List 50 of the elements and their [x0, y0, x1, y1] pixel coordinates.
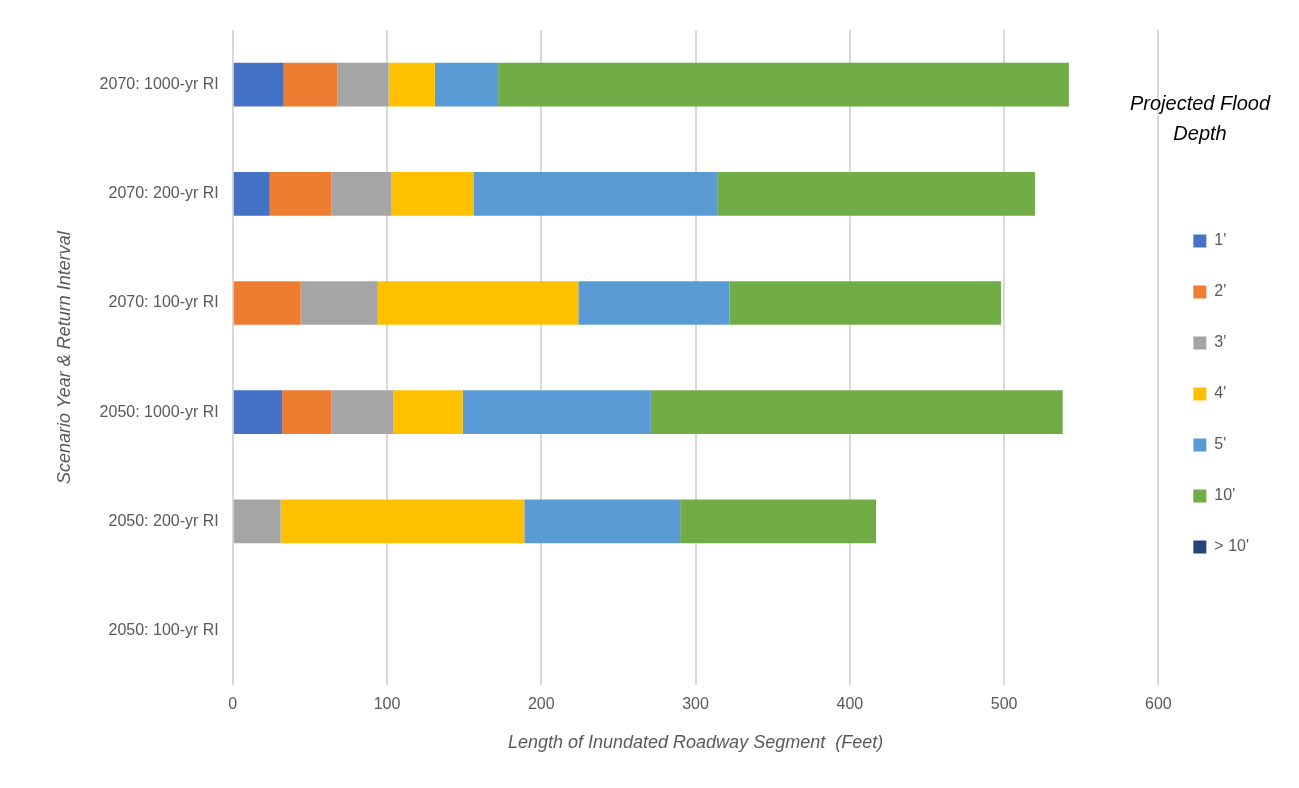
bar	[388, 62, 435, 107]
x-tick-label: 500	[990, 695, 1018, 713]
y-tick-label: 2050: 100-yr RI	[108, 621, 219, 639]
legend-label: 10'	[1214, 486, 1236, 504]
x-tick-label: 200	[527, 695, 555, 713]
bar	[233, 390, 283, 435]
y-tick-label: 2070: 1000-yr RI	[99, 75, 219, 93]
x-tick-label: 400	[836, 695, 864, 713]
x-tick-label: 0	[228, 695, 238, 713]
x-tick-label: 100	[373, 695, 401, 713]
bar	[280, 499, 525, 544]
bar	[473, 171, 718, 216]
bar	[283, 62, 338, 107]
bar	[233, 499, 281, 544]
y-tick-label: 2050: 1000-yr RI	[99, 402, 219, 420]
bar	[498, 62, 1069, 107]
bar	[729, 281, 1002, 325]
legend-label: 2'	[1214, 282, 1227, 300]
bar	[331, 390, 394, 435]
bar	[717, 171, 1035, 216]
legend-label: 1'	[1214, 231, 1227, 249]
bar	[524, 499, 681, 544]
bar	[331, 171, 392, 216]
bar	[578, 281, 730, 325]
bar	[337, 62, 389, 107]
y-tick-label: 2070: 100-yr RI	[108, 293, 219, 311]
legend-label: 3'	[1214, 333, 1227, 351]
bar	[233, 171, 270, 216]
x-tick-label: 300	[682, 695, 710, 713]
legend-label: 5'	[1214, 435, 1227, 453]
bar	[462, 390, 651, 435]
x-axis-title: Length of Inundated Roadway Segment (Feet)	[507, 732, 884, 753]
legend-title: Projected Flood Depth	[1128, 91, 1272, 146]
y-tick-label: 2050: 200-yr RI	[108, 511, 219, 529]
bar	[233, 62, 284, 107]
bar	[680, 499, 877, 544]
bar	[269, 171, 332, 216]
bar	[377, 281, 579, 325]
x-tick-label: 600	[1145, 695, 1172, 713]
bar	[434, 62, 499, 107]
legend-label: 4'	[1214, 384, 1227, 402]
y-tick-label: 2070: 200-yr RI	[108, 184, 219, 202]
bar	[650, 390, 1063, 435]
bar	[300, 281, 378, 325]
legend-label: > 10'	[1214, 537, 1249, 555]
bar	[282, 390, 332, 435]
bar	[391, 171, 474, 216]
y-axis-title: Scenario Year & Return Interval	[53, 230, 74, 485]
bar	[393, 390, 463, 435]
bar	[233, 281, 301, 325]
